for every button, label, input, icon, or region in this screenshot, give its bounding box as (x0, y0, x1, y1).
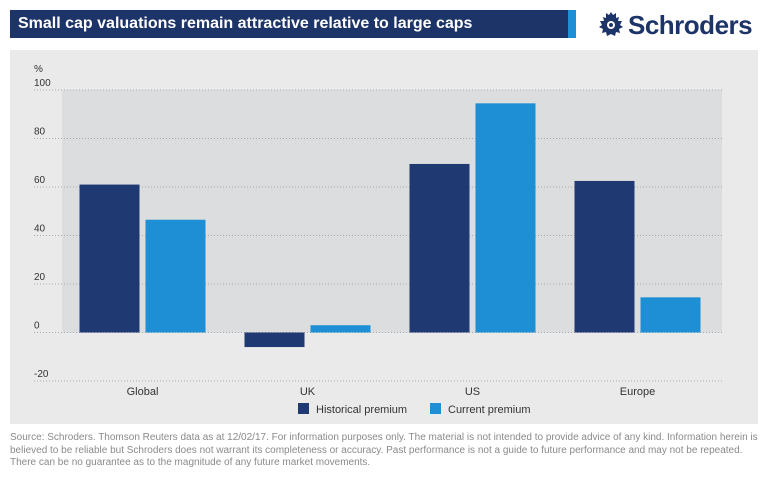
legend-label: Historical premium (316, 404, 407, 416)
bar-current-premium-europe (640, 297, 701, 333)
title-bar (10, 10, 571, 38)
y-tick-label: 0 (34, 321, 40, 332)
schroders-logo: Schroders (598, 10, 760, 40)
chart-panel: -20 0 20 40 60 80 100 Global UK US Europe % Histor… (10, 50, 758, 424)
bar-historical-premium-us (409, 163, 470, 333)
bar-historical-premium-europe (574, 180, 635, 333)
legend-label: Current premium (448, 404, 531, 416)
bar-current-premium-uk (310, 325, 371, 333)
bar-current-premium-global (145, 219, 206, 333)
title-bar-accent (568, 10, 576, 38)
x-category-label: Global (127, 386, 159, 398)
source-footnote: Source: Schroders. Thomson Reuters data … (10, 432, 758, 468)
x-category-label: Europe (620, 386, 655, 398)
bar-historical-premium-uk (244, 332, 305, 348)
crest-icon (599, 12, 623, 36)
y-tick-label: 100 (34, 78, 51, 89)
legend: Historical premium Current premium (298, 403, 531, 416)
legend-swatch (430, 403, 441, 414)
y-tick-label: 80 (34, 127, 46, 138)
y-tick-label: 60 (34, 175, 46, 186)
y-axis-unit-label: % (34, 64, 43, 75)
x-category-label: UK (300, 386, 316, 398)
y-tick-label: 40 (34, 224, 46, 235)
page-title: Small cap valuations remain attractive r… (18, 15, 473, 32)
bar-chart: -20 0 20 40 60 80 100 Global UK US Europe % Histor… (34, 64, 722, 416)
x-category-label: US (465, 386, 480, 398)
bar-current-premium-us (475, 103, 536, 333)
brand-name: Schroders (628, 10, 753, 40)
bar-historical-premium-global (79, 184, 140, 333)
legend-swatch (298, 403, 309, 414)
y-tick-label: -20 (34, 369, 49, 380)
y-tick-label: 20 (34, 272, 46, 283)
